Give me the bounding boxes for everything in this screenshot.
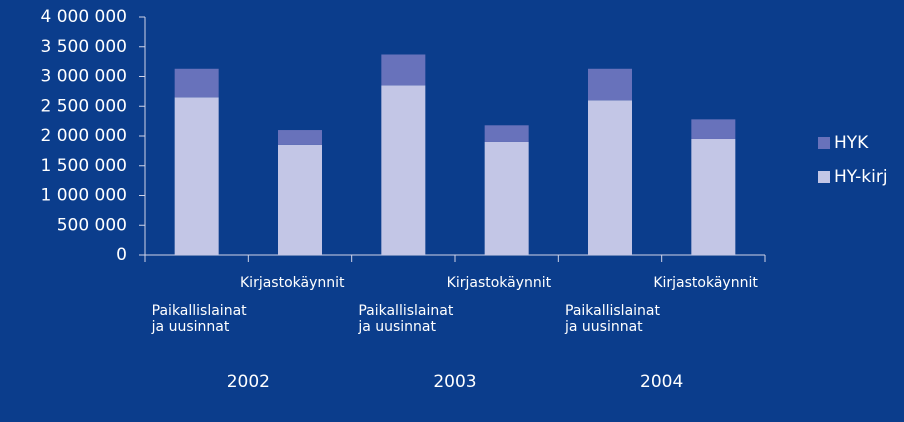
x-tick-label: Kirjastokäynnit	[653, 275, 758, 291]
bar-segment	[691, 119, 736, 139]
bar-segment	[174, 68, 219, 98]
x-tick-label: Paikallislainat ja uusinnat	[565, 303, 660, 335]
bar-segment	[588, 68, 632, 101]
x-tick-label: Paikallislainat ja uusinnat	[151, 303, 247, 335]
legend-label: HYK	[834, 133, 869, 153]
bar-segment	[484, 125, 529, 142]
legend-swatch	[818, 137, 830, 149]
y-tick-label: 500 000	[57, 215, 127, 235]
x-tick-label: Kirjastokäynnit	[446, 275, 552, 291]
y-tick-label: 3 500 000	[40, 37, 127, 57]
bar-segment	[174, 97, 219, 255]
y-tick-label: 2 500 000	[40, 96, 127, 116]
legend-swatch	[818, 171, 830, 183]
y-tick-label: 1 000 000	[40, 186, 127, 206]
bar-segment	[381, 85, 426, 255]
y-tick-label: 2 000 000	[40, 126, 127, 146]
group-label: 2003	[433, 372, 476, 392]
bar-segment	[484, 141, 529, 255]
y-tick-label: 0	[116, 245, 127, 265]
legend-label: HY-kirj	[834, 167, 888, 187]
bar-segment	[278, 130, 322, 145]
bar-segment	[381, 54, 426, 86]
x-tick-label: Paikallislainat ja uusinnat	[358, 303, 454, 335]
bar-segment	[588, 100, 632, 255]
bar-segment	[691, 138, 736, 255]
x-tick-label: Kirjastokäynnit	[240, 275, 345, 291]
bar-segment	[278, 144, 322, 255]
group-label: 2004	[640, 372, 683, 392]
y-tick-label: 4 000 000	[40, 7, 127, 27]
y-tick-label: 1 500 000	[40, 156, 127, 176]
y-tick-label: 3 000 000	[40, 67, 127, 87]
group-label: 2002	[227, 372, 270, 392]
